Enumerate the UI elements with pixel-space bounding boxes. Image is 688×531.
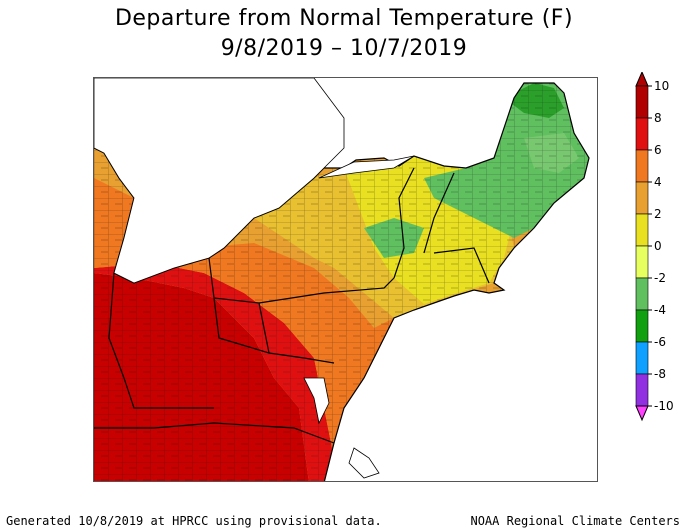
colorbar-arrow-top: [635, 72, 649, 87]
colorbar-label: 6: [654, 143, 662, 157]
colorbar-swatch: [635, 85, 649, 119]
colorbar: 10 8 6 4 2 0 -2 -4 -6 -8 -10: [635, 72, 674, 422]
colorbar-swatch: [635, 245, 649, 279]
colorbar-label: 4: [654, 175, 662, 189]
map-date-range: 9/8/2019 – 10/7/2019: [220, 36, 468, 61]
colorbar-label: -6: [654, 335, 666, 349]
colorbar-label: 2: [654, 207, 662, 221]
temperature-map: [93, 77, 598, 482]
colorbar-swatch: [635, 149, 649, 183]
colorbar-label: 8: [654, 111, 662, 125]
colorbar-swatch: [635, 181, 649, 215]
footer-generated-note: Generated 10/8/2019 at HPRCC using provi…: [6, 514, 382, 528]
colorbar-swatch: [635, 309, 649, 343]
colorbar-label: 0: [654, 239, 662, 253]
map-svg: [94, 78, 590, 481]
footer-credit: NOAA Regional Climate Centers: [470, 514, 680, 528]
colorbar-swatch: [635, 117, 649, 151]
colorbar-swatch: [635, 277, 649, 311]
map-title: Departure from Normal Temperature (F): [114, 6, 574, 31]
colorbar-label: -4: [654, 303, 666, 317]
colorbar-label: -2: [654, 271, 666, 285]
colorbar-label: 10: [654, 79, 669, 93]
colorbar-swatch: [635, 373, 649, 407]
lakes: [94, 78, 415, 479]
colorbar-swatch: [635, 213, 649, 247]
colorbar-arrow-bottom: [635, 405, 649, 422]
colorbar-label: -10: [654, 399, 674, 413]
colorbar-label: -8: [654, 367, 666, 381]
colorbar-swatch: [635, 341, 649, 375]
